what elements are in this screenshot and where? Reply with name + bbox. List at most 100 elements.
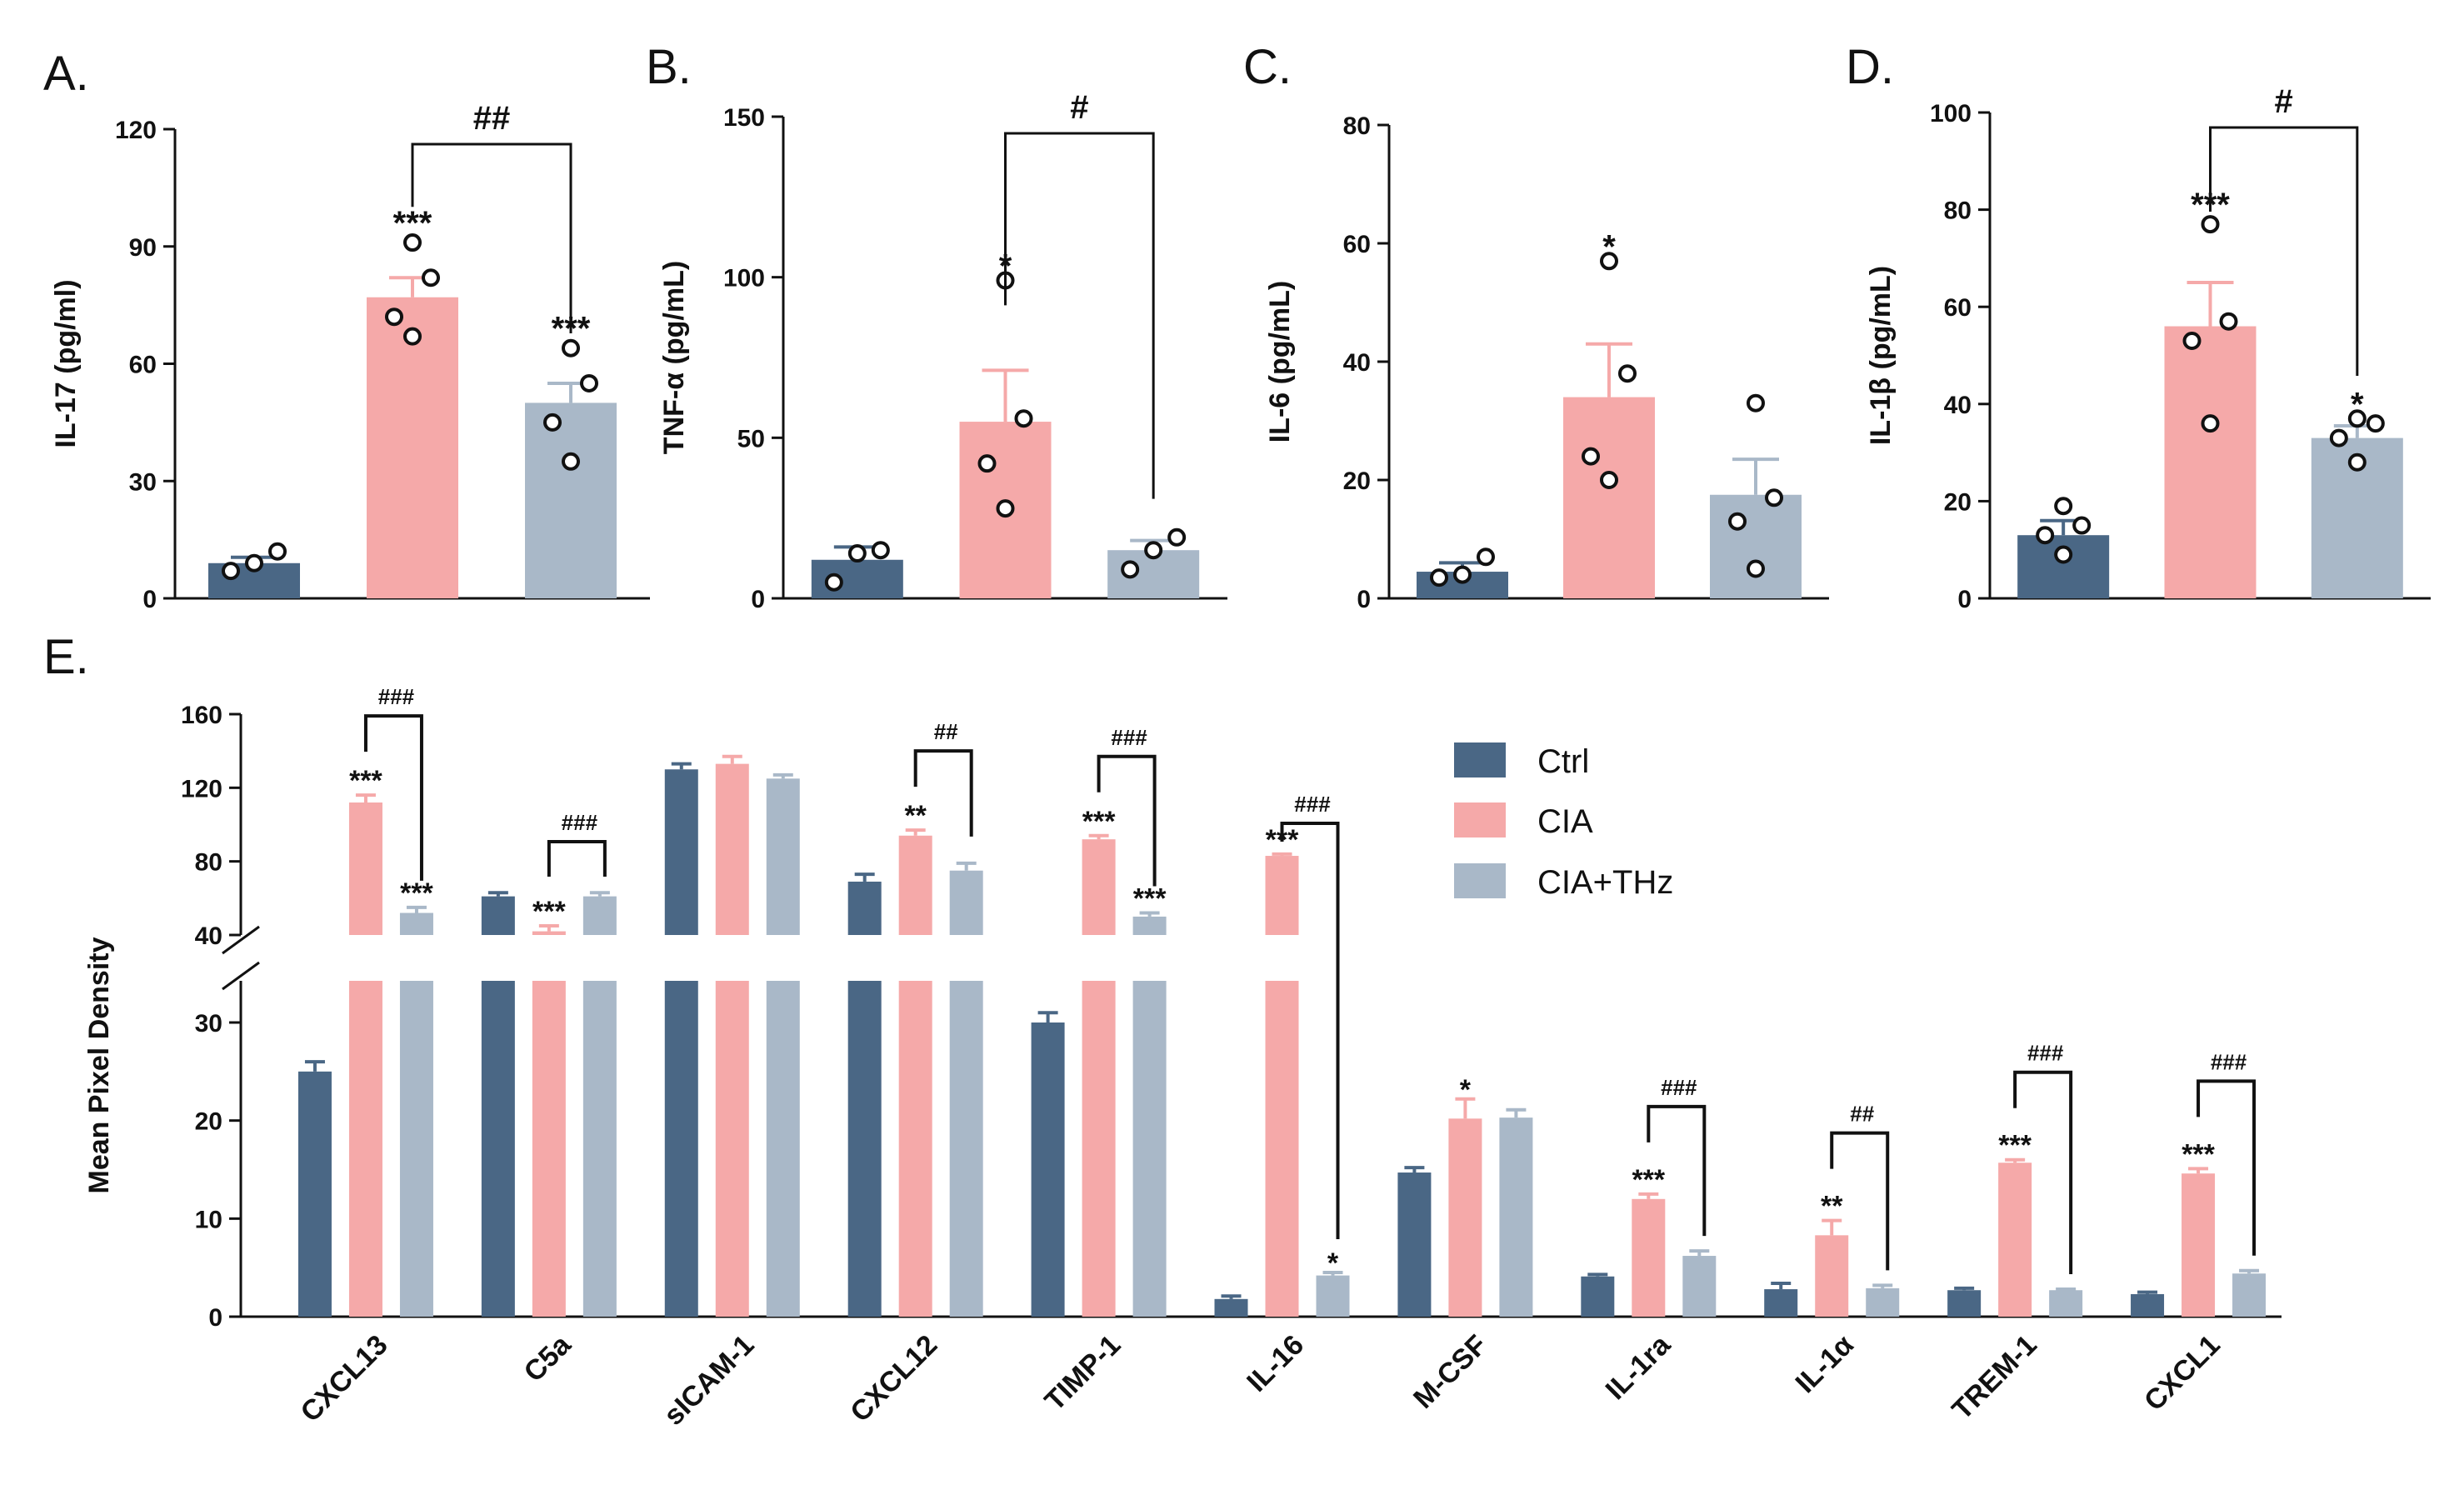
bar-sicam-1-ctrl-upper xyxy=(664,769,698,935)
data-point xyxy=(847,544,867,563)
bar-c5a-cia-thz-lower xyxy=(582,981,617,1317)
legend-label: Ctrl xyxy=(1537,743,1589,780)
data-point xyxy=(403,327,422,346)
data-point xyxy=(2329,428,2348,448)
data-point xyxy=(580,373,598,392)
bar-cxcl1-ctrl xyxy=(2131,1293,2165,1317)
data-point xyxy=(2219,312,2238,331)
bar-sicam-1-cia-thz-lower xyxy=(766,981,800,1317)
comparison-bracket xyxy=(913,749,973,837)
y-tick-label: 120 xyxy=(115,117,157,144)
y-tick-label: 60 xyxy=(129,352,157,379)
legend-label: CIA xyxy=(1537,803,1593,840)
data-point xyxy=(1477,548,1495,567)
data-point xyxy=(1600,471,1618,489)
data-point xyxy=(1167,528,1187,547)
y-tick-label: 100 xyxy=(1930,100,1972,128)
data-point xyxy=(2072,516,2092,535)
data-point xyxy=(1453,565,1472,584)
legend-swatch-cia-thz xyxy=(1454,863,1506,898)
x-tick-label: TIMP-1 xyxy=(1039,1329,1127,1418)
y-tick-label: 80 xyxy=(1343,112,1371,140)
legend-swatch-ctrl xyxy=(1454,742,1506,778)
bar-timp-1-cia-thz-upper xyxy=(1132,916,1167,935)
bar-m-csf-cia-thz xyxy=(1499,1118,1533,1317)
significance-star: *** xyxy=(532,896,566,928)
bar-cxcl13-cia-lower xyxy=(348,981,382,1317)
bar-cxcl12-ctrl-lower xyxy=(847,981,882,1317)
bar-cxcl13-ctrl xyxy=(297,1071,332,1317)
y-axis-label: IL-1β (pg/mL) xyxy=(1865,266,1897,445)
bar-sicam-1-cia-lower xyxy=(715,981,749,1317)
x-tick-label: IL-1ra xyxy=(1600,1328,1677,1406)
significance-star: *** xyxy=(1082,806,1116,838)
significance-star: *** xyxy=(1133,883,1167,915)
comparison-hash: ## xyxy=(473,100,511,137)
data-point xyxy=(245,553,263,572)
y-tick-label: 40 xyxy=(195,922,222,950)
data-point xyxy=(2201,215,2220,234)
bar-ctrl xyxy=(2017,535,2110,598)
comparison-hash: ## xyxy=(1850,1102,1874,1127)
y-tick-label: 60 xyxy=(1343,231,1371,258)
bar-m-csf-cia xyxy=(1448,1118,1482,1317)
comparison-bracket xyxy=(1647,1104,1707,1237)
significance-star: ** xyxy=(904,800,927,832)
comparison-bracket xyxy=(1004,132,1155,499)
data-point xyxy=(824,572,843,592)
x-tick-label: IL-16 xyxy=(1241,1329,1310,1398)
data-point xyxy=(422,268,440,288)
y-tick-label: 30 xyxy=(129,468,157,496)
data-point xyxy=(2366,414,2385,433)
comparison-bracket xyxy=(2013,1070,2073,1275)
x-tick-label: CXCL13 xyxy=(295,1329,394,1428)
significance-star: *** xyxy=(1632,1164,1665,1196)
bar-timp-1-cia-upper xyxy=(1082,839,1116,935)
comparison-hash: ### xyxy=(562,810,598,835)
y-tick-label: 0 xyxy=(142,586,157,613)
bar-c5a-ctrl-lower xyxy=(481,981,515,1317)
data-point xyxy=(268,542,287,561)
significance-star: * xyxy=(1327,1248,1339,1279)
comparison-bracket xyxy=(1830,1131,1890,1271)
data-point xyxy=(222,562,240,581)
bar-il-16-cia-upper xyxy=(1265,856,1299,935)
data-point xyxy=(543,412,562,432)
y-tick-label: 20 xyxy=(1944,488,1972,516)
bar-cxcl13-cia-thz-upper xyxy=(399,912,433,935)
comparison-hash: # xyxy=(2275,83,2293,120)
bar-cia xyxy=(367,297,458,598)
bar-c5a-cia-thz-upper xyxy=(582,896,617,935)
bar-cxcl12-ctrl-upper xyxy=(847,881,882,935)
bar-cia-thz xyxy=(525,402,617,598)
y-tick-label: 160 xyxy=(181,702,222,729)
bar-cxcl12-cia-thz-upper xyxy=(949,870,983,935)
y-tick-label: 0 xyxy=(208,1304,222,1332)
comparison-bracket xyxy=(547,840,607,877)
comparison-bracket xyxy=(363,714,423,881)
data-point xyxy=(1747,393,1765,412)
comparison-bracket xyxy=(1097,754,1157,887)
bar-timp-1-cia-thz-lower xyxy=(1132,981,1167,1317)
data-point xyxy=(1600,252,1618,271)
bar-il-1--cia xyxy=(1815,1235,1849,1317)
data-point xyxy=(2347,409,2367,428)
y-tick-label: 80 xyxy=(195,849,222,877)
data-point xyxy=(1121,560,1140,579)
x-tick-label: IL-1α xyxy=(1789,1329,1859,1399)
bar-il-1--ctrl xyxy=(1764,1289,1798,1317)
panel-letter-a: A. xyxy=(43,47,89,101)
bar-cia xyxy=(1563,397,1655,598)
bar-timp-1-cia-lower xyxy=(1082,981,1116,1317)
legend-label: CIA+THz xyxy=(1537,864,1673,901)
y-tick-label: 10 xyxy=(195,1206,222,1233)
significance-star: *** xyxy=(393,205,432,242)
y-tick-label: 20 xyxy=(1343,468,1371,495)
data-point xyxy=(2054,497,2073,516)
x-tick-label: TREM-1 xyxy=(1946,1329,2042,1426)
comparison-bracket xyxy=(1280,822,1340,1240)
x-tick-label: CXCL12 xyxy=(844,1329,943,1428)
y-tick-label: 40 xyxy=(1343,349,1371,377)
comparison-hash: ### xyxy=(2211,1049,2247,1074)
bar-il-16-cia-thz xyxy=(1316,1275,1350,1317)
